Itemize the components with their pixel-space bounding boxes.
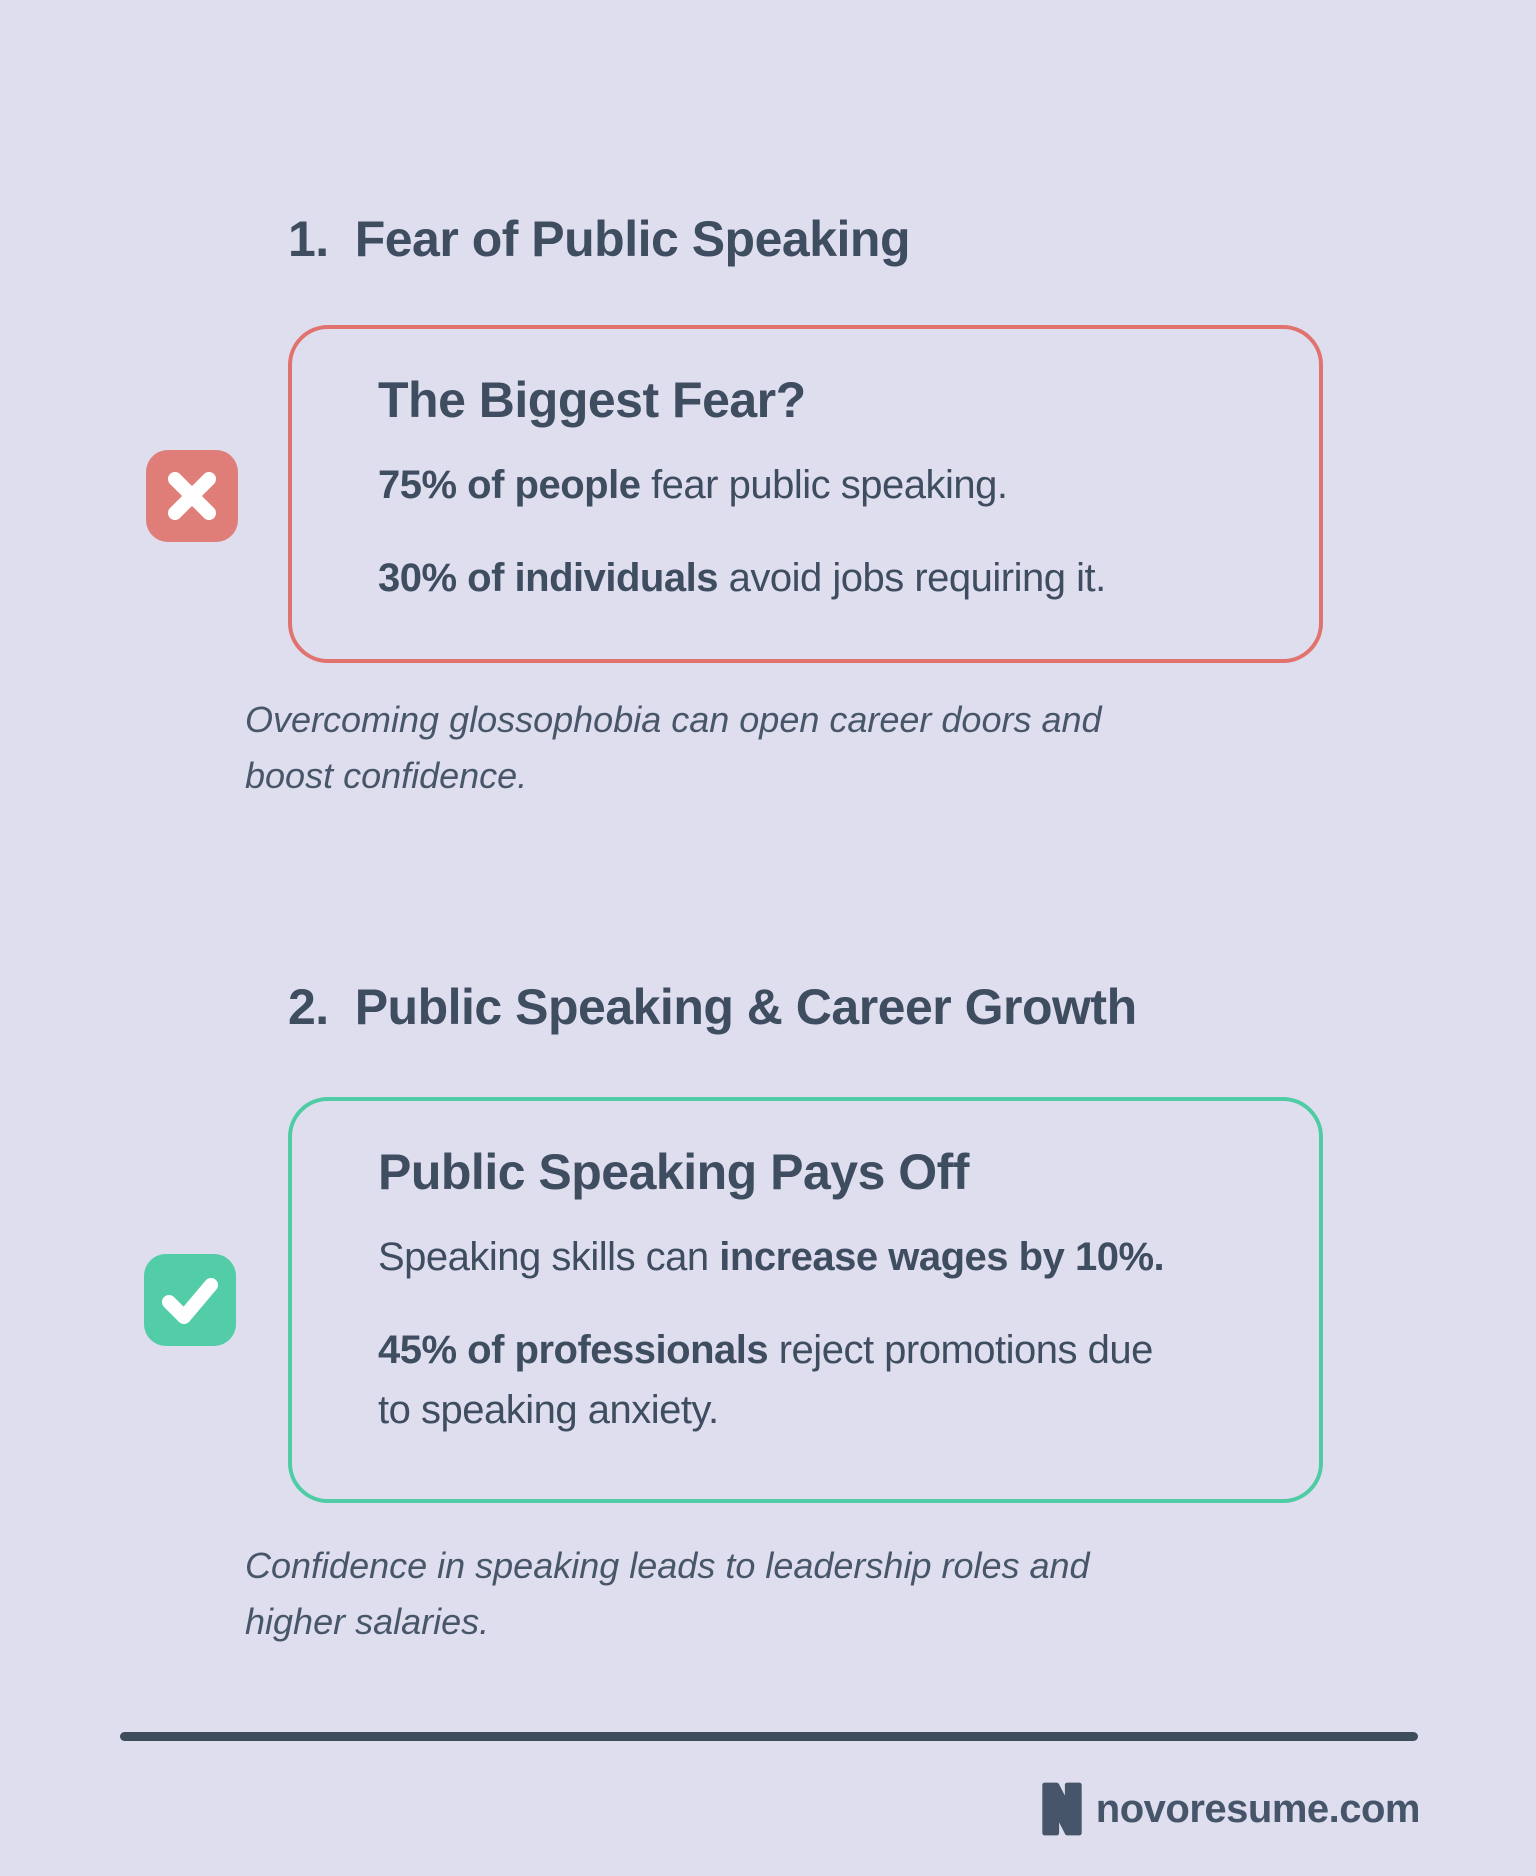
check-badge [144,1254,236,1346]
footer-divider [120,1732,1418,1741]
section-1-title: Fear of Public Speaking [354,211,911,267]
novoresume-brand: novoresume.com [1038,1782,1421,1836]
checkmark-icon [144,1254,236,1346]
section-2-heading: 2. Public Speaking & Career Growth [288,978,1137,1036]
career-card-title: Public Speaking Pays Off [378,1144,969,1200]
fear-stat-1-bold: 75% of people [378,463,641,507]
fear-stat-2-bold: 30% of individuals [378,556,718,600]
section-1-heading: 1. Fear of Public Speaking [288,210,911,268]
career-card-line-2: 45% of professionals reject promotions d… [378,1328,1153,1432]
section-2-number: 2. [288,979,329,1035]
fear-card-line-2: 30% of individuals avoid jobs requiring … [378,556,1106,600]
career-card-line-1: Speaking skills can increase wages by 10… [378,1235,1165,1279]
brand-text: novoresume.com [1095,1786,1421,1831]
section-2-title: Public Speaking & Career Growth [354,979,1137,1035]
fear-stats-card: The Biggest Fear? 75% of people fear pub… [288,325,1323,663]
fear-card-title: The Biggest Fear? [378,372,806,428]
career-stats-card: Public Speaking Pays Off Speaking skills… [288,1097,1323,1503]
career-stat-2-bold: 45% of professionals [378,1328,769,1372]
section-2-caption: Confidence in speaking leads to leadersh… [245,1545,1090,1642]
fear-card-line-1: 75% of people fear public speaking. [378,463,1008,507]
x-badge [146,450,238,542]
x-mark-icon [146,450,238,542]
section-1-caption: Overcoming glossophobia can open career … [245,699,1102,796]
career-stat-1-bold: increase wages by 10%. [719,1235,1165,1279]
novoresume-n-logo-icon [1038,1782,1086,1836]
section-1-number: 1. [288,211,329,267]
